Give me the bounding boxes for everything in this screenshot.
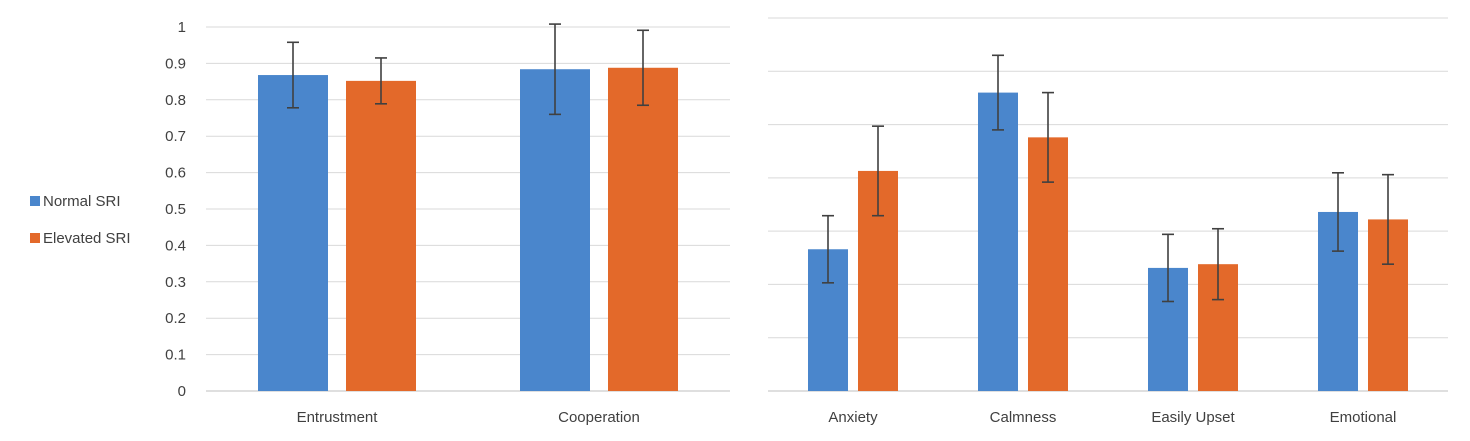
x-tick-label: Cooperation <box>558 409 640 426</box>
bar <box>608 67 678 391</box>
y-tick-label: 0.9 <box>165 55 186 72</box>
legend-swatch-normal <box>30 196 40 206</box>
legend-label-normal: Normal SRI <box>43 193 121 210</box>
y-tick-label: 0.3 <box>165 274 186 291</box>
legend-swatch-elevated <box>30 233 40 243</box>
y-tick-label: 0.8 <box>165 92 186 109</box>
left-chart: 0 0.1 0.2 0.3 0.4 0.5 0.6 0.7 0.8 0.9 1 Entrustment… <box>165 19 730 426</box>
bar <box>346 80 416 391</box>
bar <box>978 92 1018 391</box>
right-chart: Anxiety Calmness Easily Upset Emotional <box>768 17 1448 426</box>
y-tick-label: 0.4 <box>165 237 186 254</box>
x-tick-label: Anxiety <box>828 409 878 426</box>
y-tick-label: 0 <box>178 383 186 400</box>
bar <box>258 75 328 391</box>
y-tick-label: 0.6 <box>165 165 186 182</box>
x-tick-label: Calmness <box>990 409 1057 426</box>
x-tick-label: Emotional <box>1330 409 1397 426</box>
x-tick-label: Entrustment <box>297 409 379 426</box>
bar <box>520 69 590 391</box>
y-tick-label: 1 <box>178 19 186 36</box>
y-tick-label: 0.7 <box>165 128 186 145</box>
y-tick-label: 0.1 <box>165 347 186 364</box>
x-tick-label: Easily Upset <box>1151 409 1235 426</box>
y-tick-label: 0.2 <box>165 310 186 327</box>
legend: Normal SRI Elevated SRI <box>30 193 131 247</box>
legend-label-elevated: Elevated SRI <box>43 230 131 247</box>
y-tick-label: 0.5 <box>165 201 186 218</box>
